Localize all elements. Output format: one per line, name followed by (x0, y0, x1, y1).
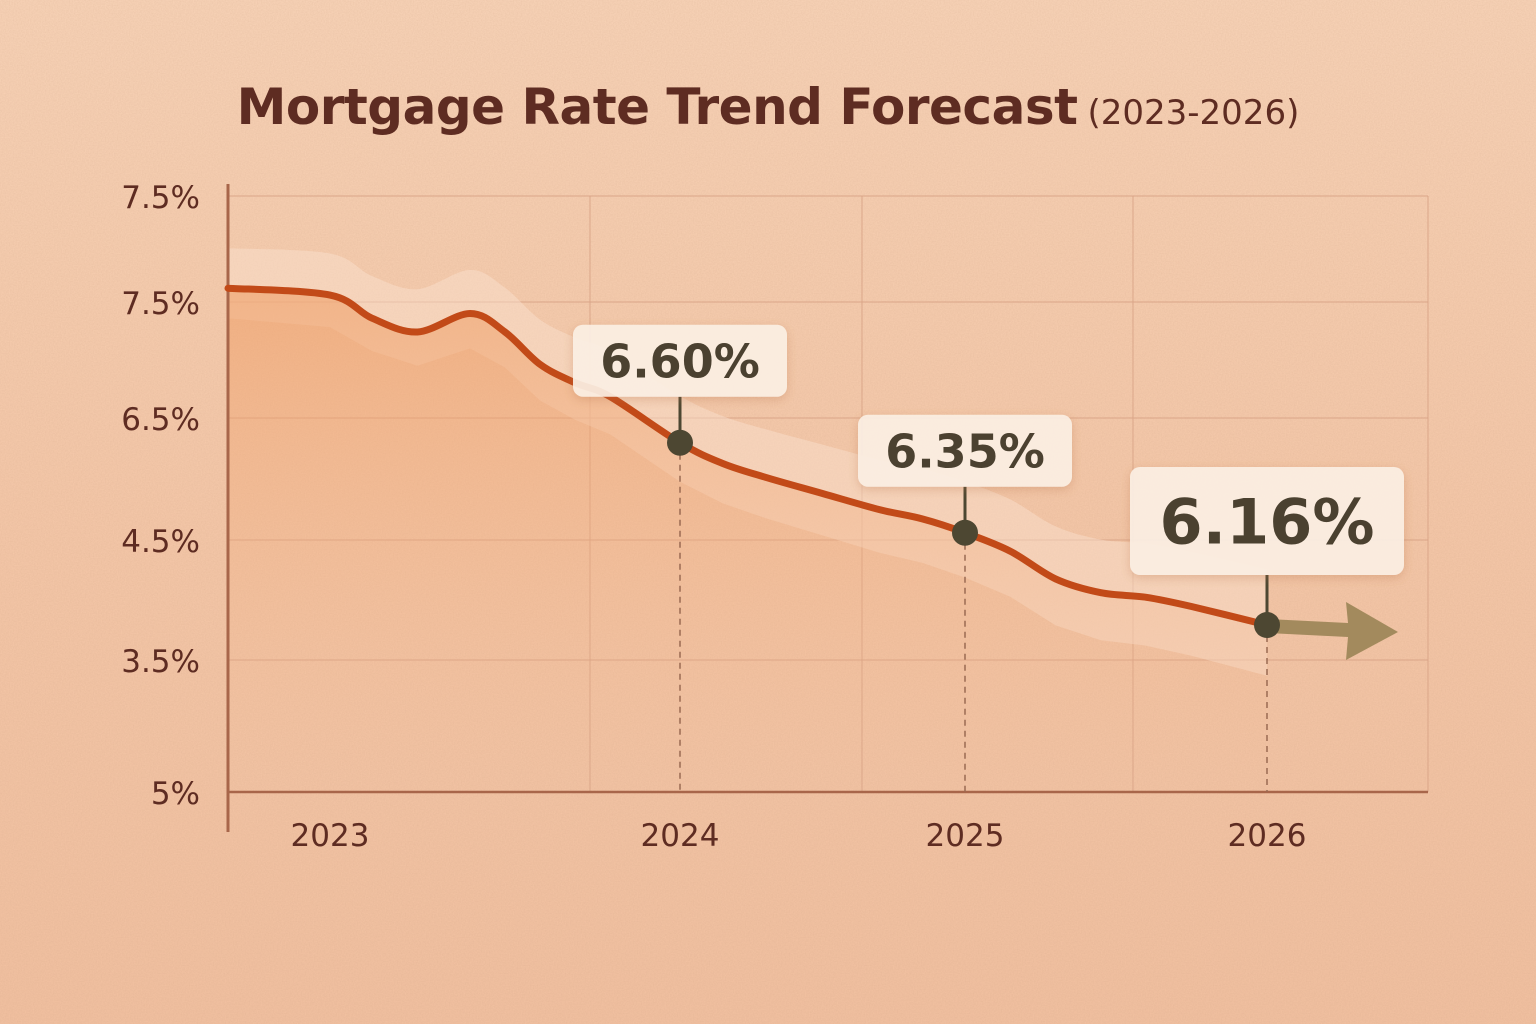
y-tick-label: 7.5% (121, 286, 200, 322)
x-tick-label: 2025 (926, 818, 1005, 854)
annotations: 6.60% 6.35% 6.16% (573, 324, 1404, 792)
series-line (224, 284, 1398, 660)
data-point-marker (952, 519, 978, 546)
subtitle-text: (2023-2026) (1087, 93, 1300, 133)
title-text: Mortgage Rate Trend Forecast (236, 78, 1078, 136)
rate-line (224, 284, 1271, 629)
callout-box (1130, 467, 1404, 575)
y-axis-ticks: 7.5% 7.5% 6.5% 4.5% 3.5% 5% (121, 180, 200, 812)
y-tick-label: 7.5% (121, 180, 200, 216)
callout-label: 6.16% (1159, 485, 1374, 558)
y-tick-label: 3.5% (121, 644, 200, 680)
area-fill (228, 288, 1267, 792)
x-tick-label: 2023 (291, 818, 370, 854)
callout-label: 6.60% (600, 334, 760, 388)
forecast-arrow (1267, 602, 1398, 660)
axes (226, 184, 1428, 832)
y-tick-label: 4.5% (121, 524, 200, 560)
chart-title: Mortgage Rate Trend Forecast (2023-2026) (0, 78, 1536, 136)
x-tick-label: 2026 (1228, 818, 1307, 854)
x-tick-label: 2024 (641, 818, 720, 854)
data-point-marker (1254, 612, 1280, 638)
callout-box (858, 414, 1072, 487)
data-point-marker (667, 429, 693, 456)
y-tick-label: 5% (151, 776, 200, 812)
area-under-line (228, 288, 1267, 792)
callout-box (573, 324, 787, 397)
x-axis-ticks: 2023 2024 2025 2026 (291, 818, 1307, 854)
callout-label: 6.35% (885, 424, 1045, 478)
y-tick-label: 6.5% (121, 402, 200, 438)
